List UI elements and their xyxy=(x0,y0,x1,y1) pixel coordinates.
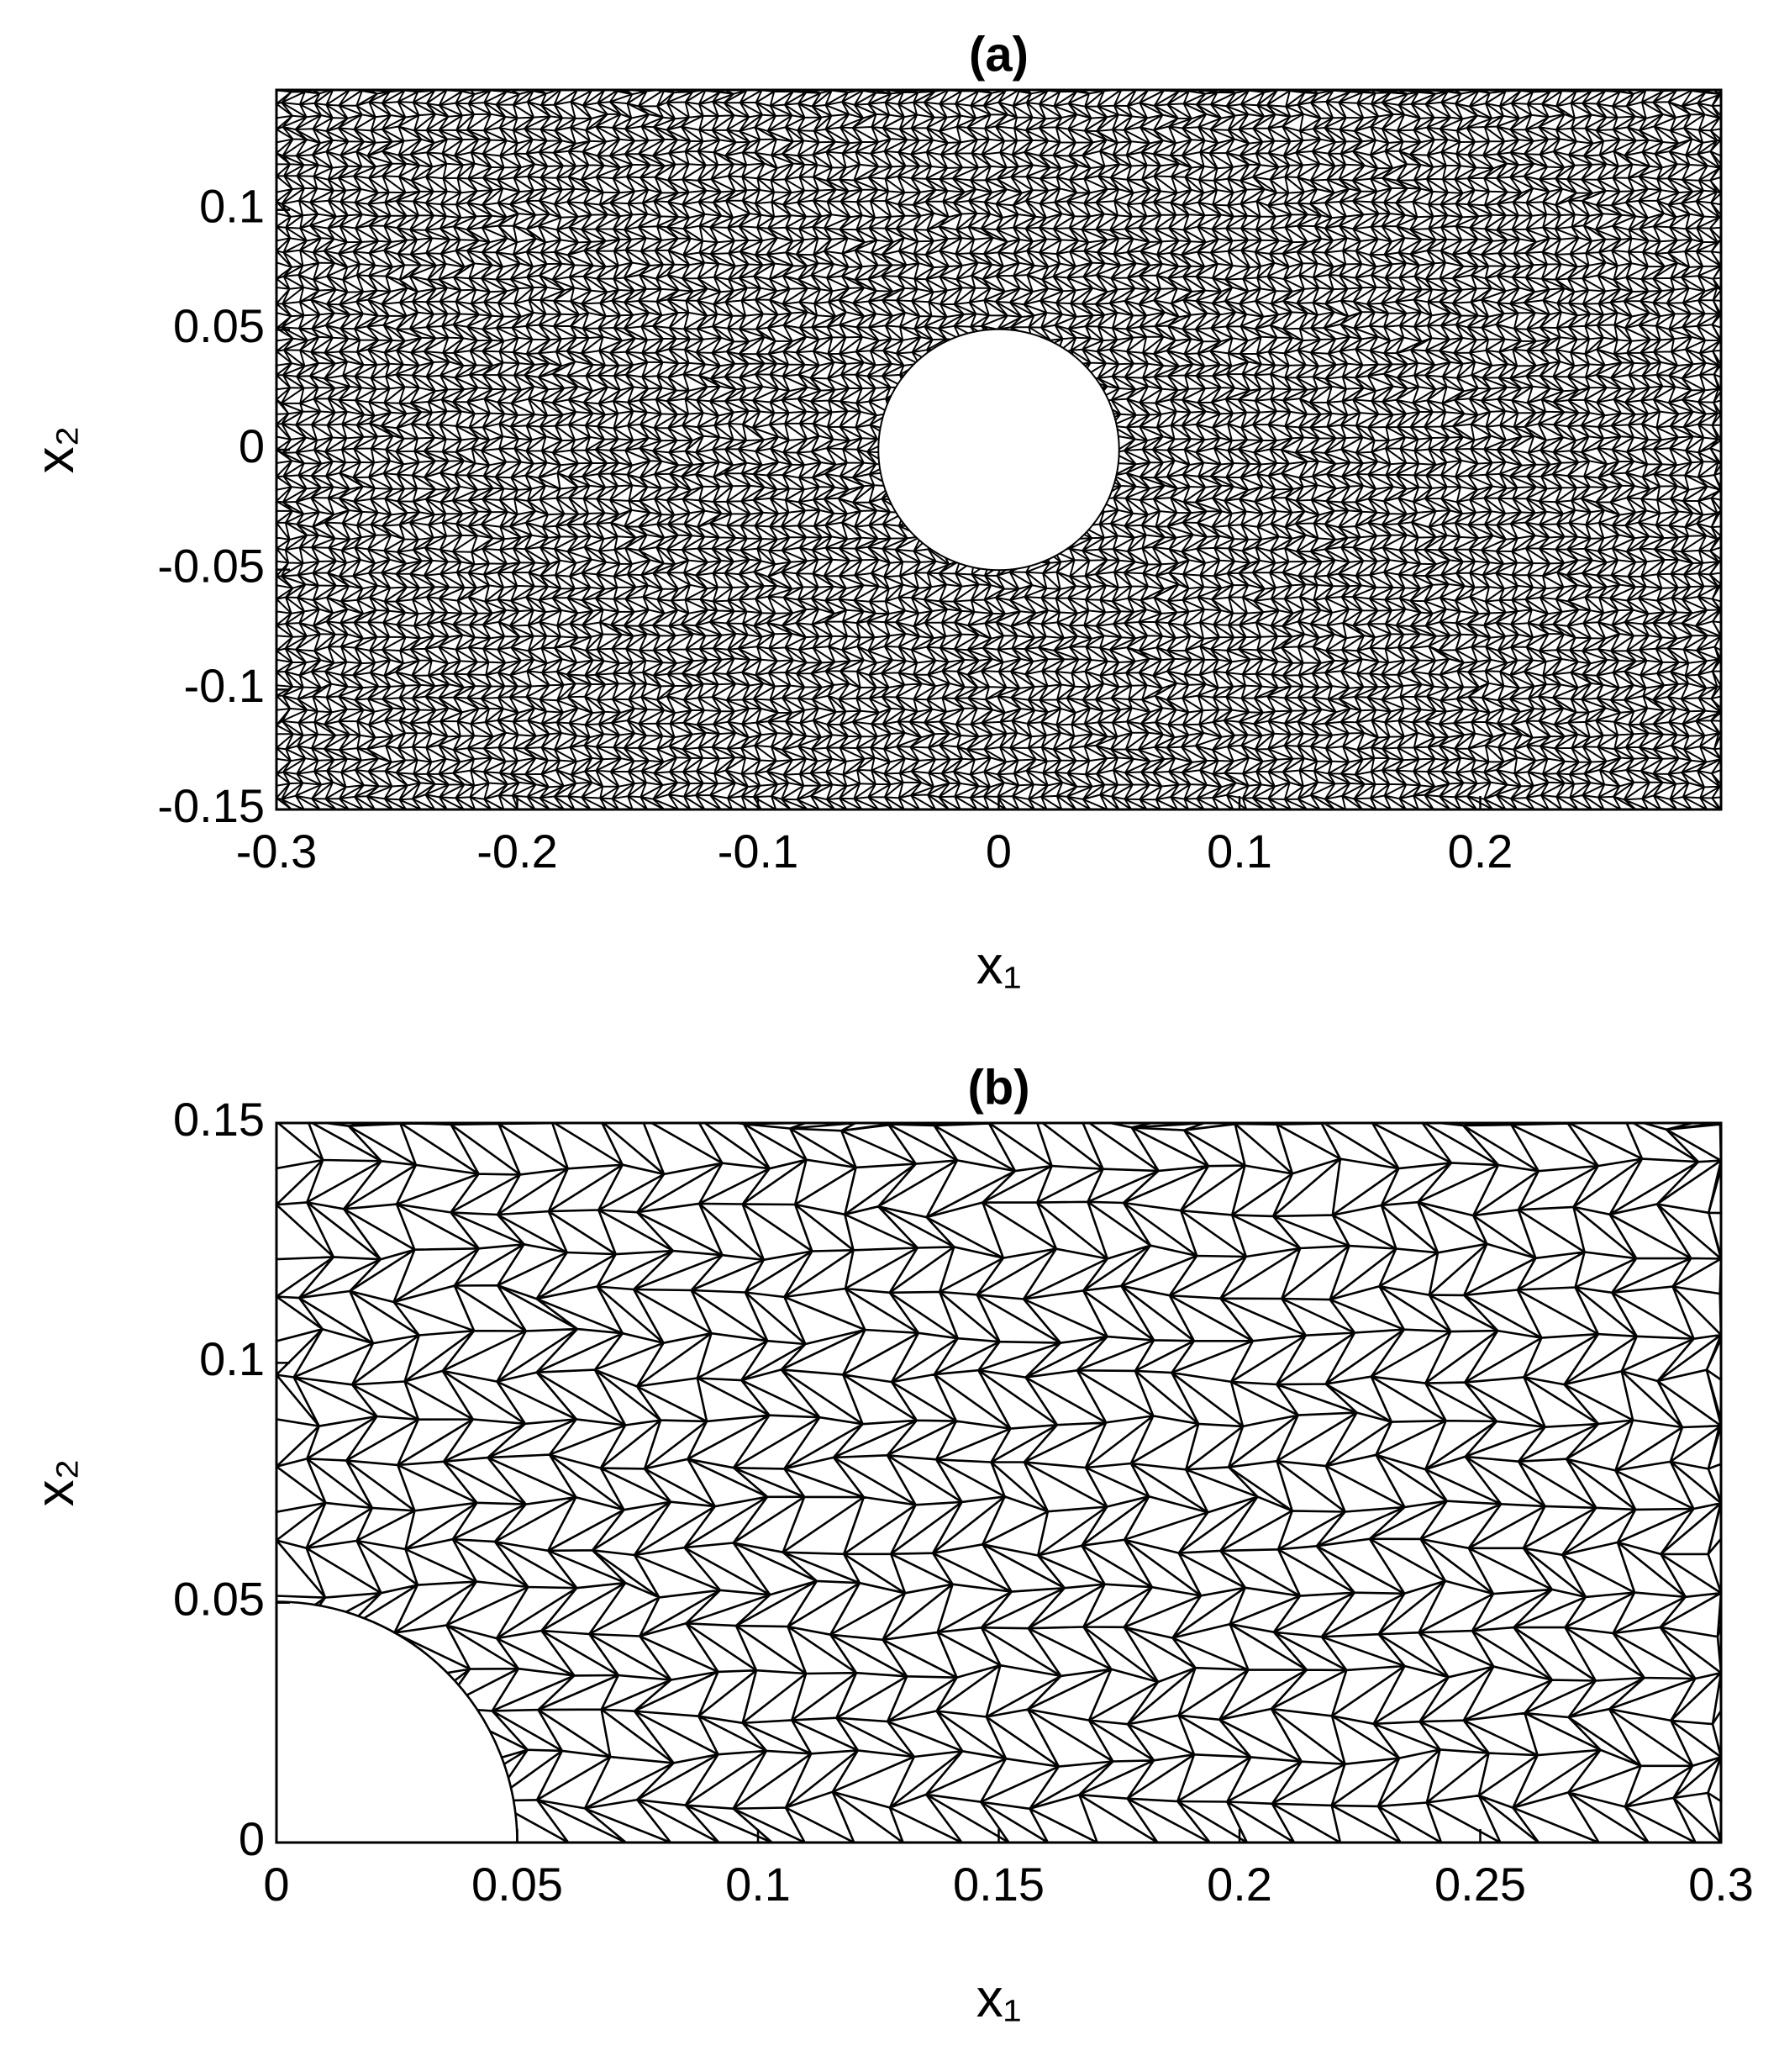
x-tick-label: -0.2 xyxy=(476,825,558,878)
mesh xyxy=(276,90,1721,809)
x-tick-label: 0 xyxy=(263,1858,289,1911)
y-tick-label: -0.15 xyxy=(157,779,265,832)
x-tick-label: 0.1 xyxy=(1207,825,1272,878)
x-tick-label: 0.2 xyxy=(1448,825,1513,878)
x-tick-label: -0.3 xyxy=(236,825,318,878)
x-tick-label: 0.1 xyxy=(725,1858,791,1911)
y-axis-label: x₂ xyxy=(24,1459,85,1507)
x-tick-label: -0.1 xyxy=(718,825,799,878)
x-axis-label: x₁ xyxy=(976,1968,1022,2028)
x-tick-label: 0 xyxy=(986,825,1012,878)
mesh-edges xyxy=(276,90,1721,809)
chart-title: (b) xyxy=(967,1060,1029,1115)
y-tick-label: 0.15 xyxy=(173,1093,265,1146)
y-tick-label: 0.1 xyxy=(199,1332,265,1385)
y-tick-label: 0 xyxy=(239,1812,265,1865)
y-tick-label: -0.1 xyxy=(184,659,266,712)
x-tick-label: 0.25 xyxy=(1434,1858,1526,1911)
x-tick-label: 0.05 xyxy=(471,1858,563,1911)
x-tick-label: 0.2 xyxy=(1207,1858,1272,1911)
y-tick-label: -0.05 xyxy=(157,539,265,592)
x-axis-label: x₁ xyxy=(976,935,1022,995)
y-tick-label: 0.05 xyxy=(173,299,265,352)
chart-title: (a) xyxy=(969,27,1029,82)
y-tick-label: 0.1 xyxy=(199,179,265,232)
hole xyxy=(276,1600,518,1843)
y-tick-label: 0 xyxy=(239,419,265,472)
x-tick-label: 0.15 xyxy=(953,1858,1045,1911)
y-axis-label: x₂ xyxy=(24,426,85,474)
y-tick-label: 0.05 xyxy=(173,1572,265,1625)
hole xyxy=(877,328,1120,572)
x-tick-label: 0.3 xyxy=(1688,1858,1754,1911)
mesh xyxy=(276,1123,1721,1843)
